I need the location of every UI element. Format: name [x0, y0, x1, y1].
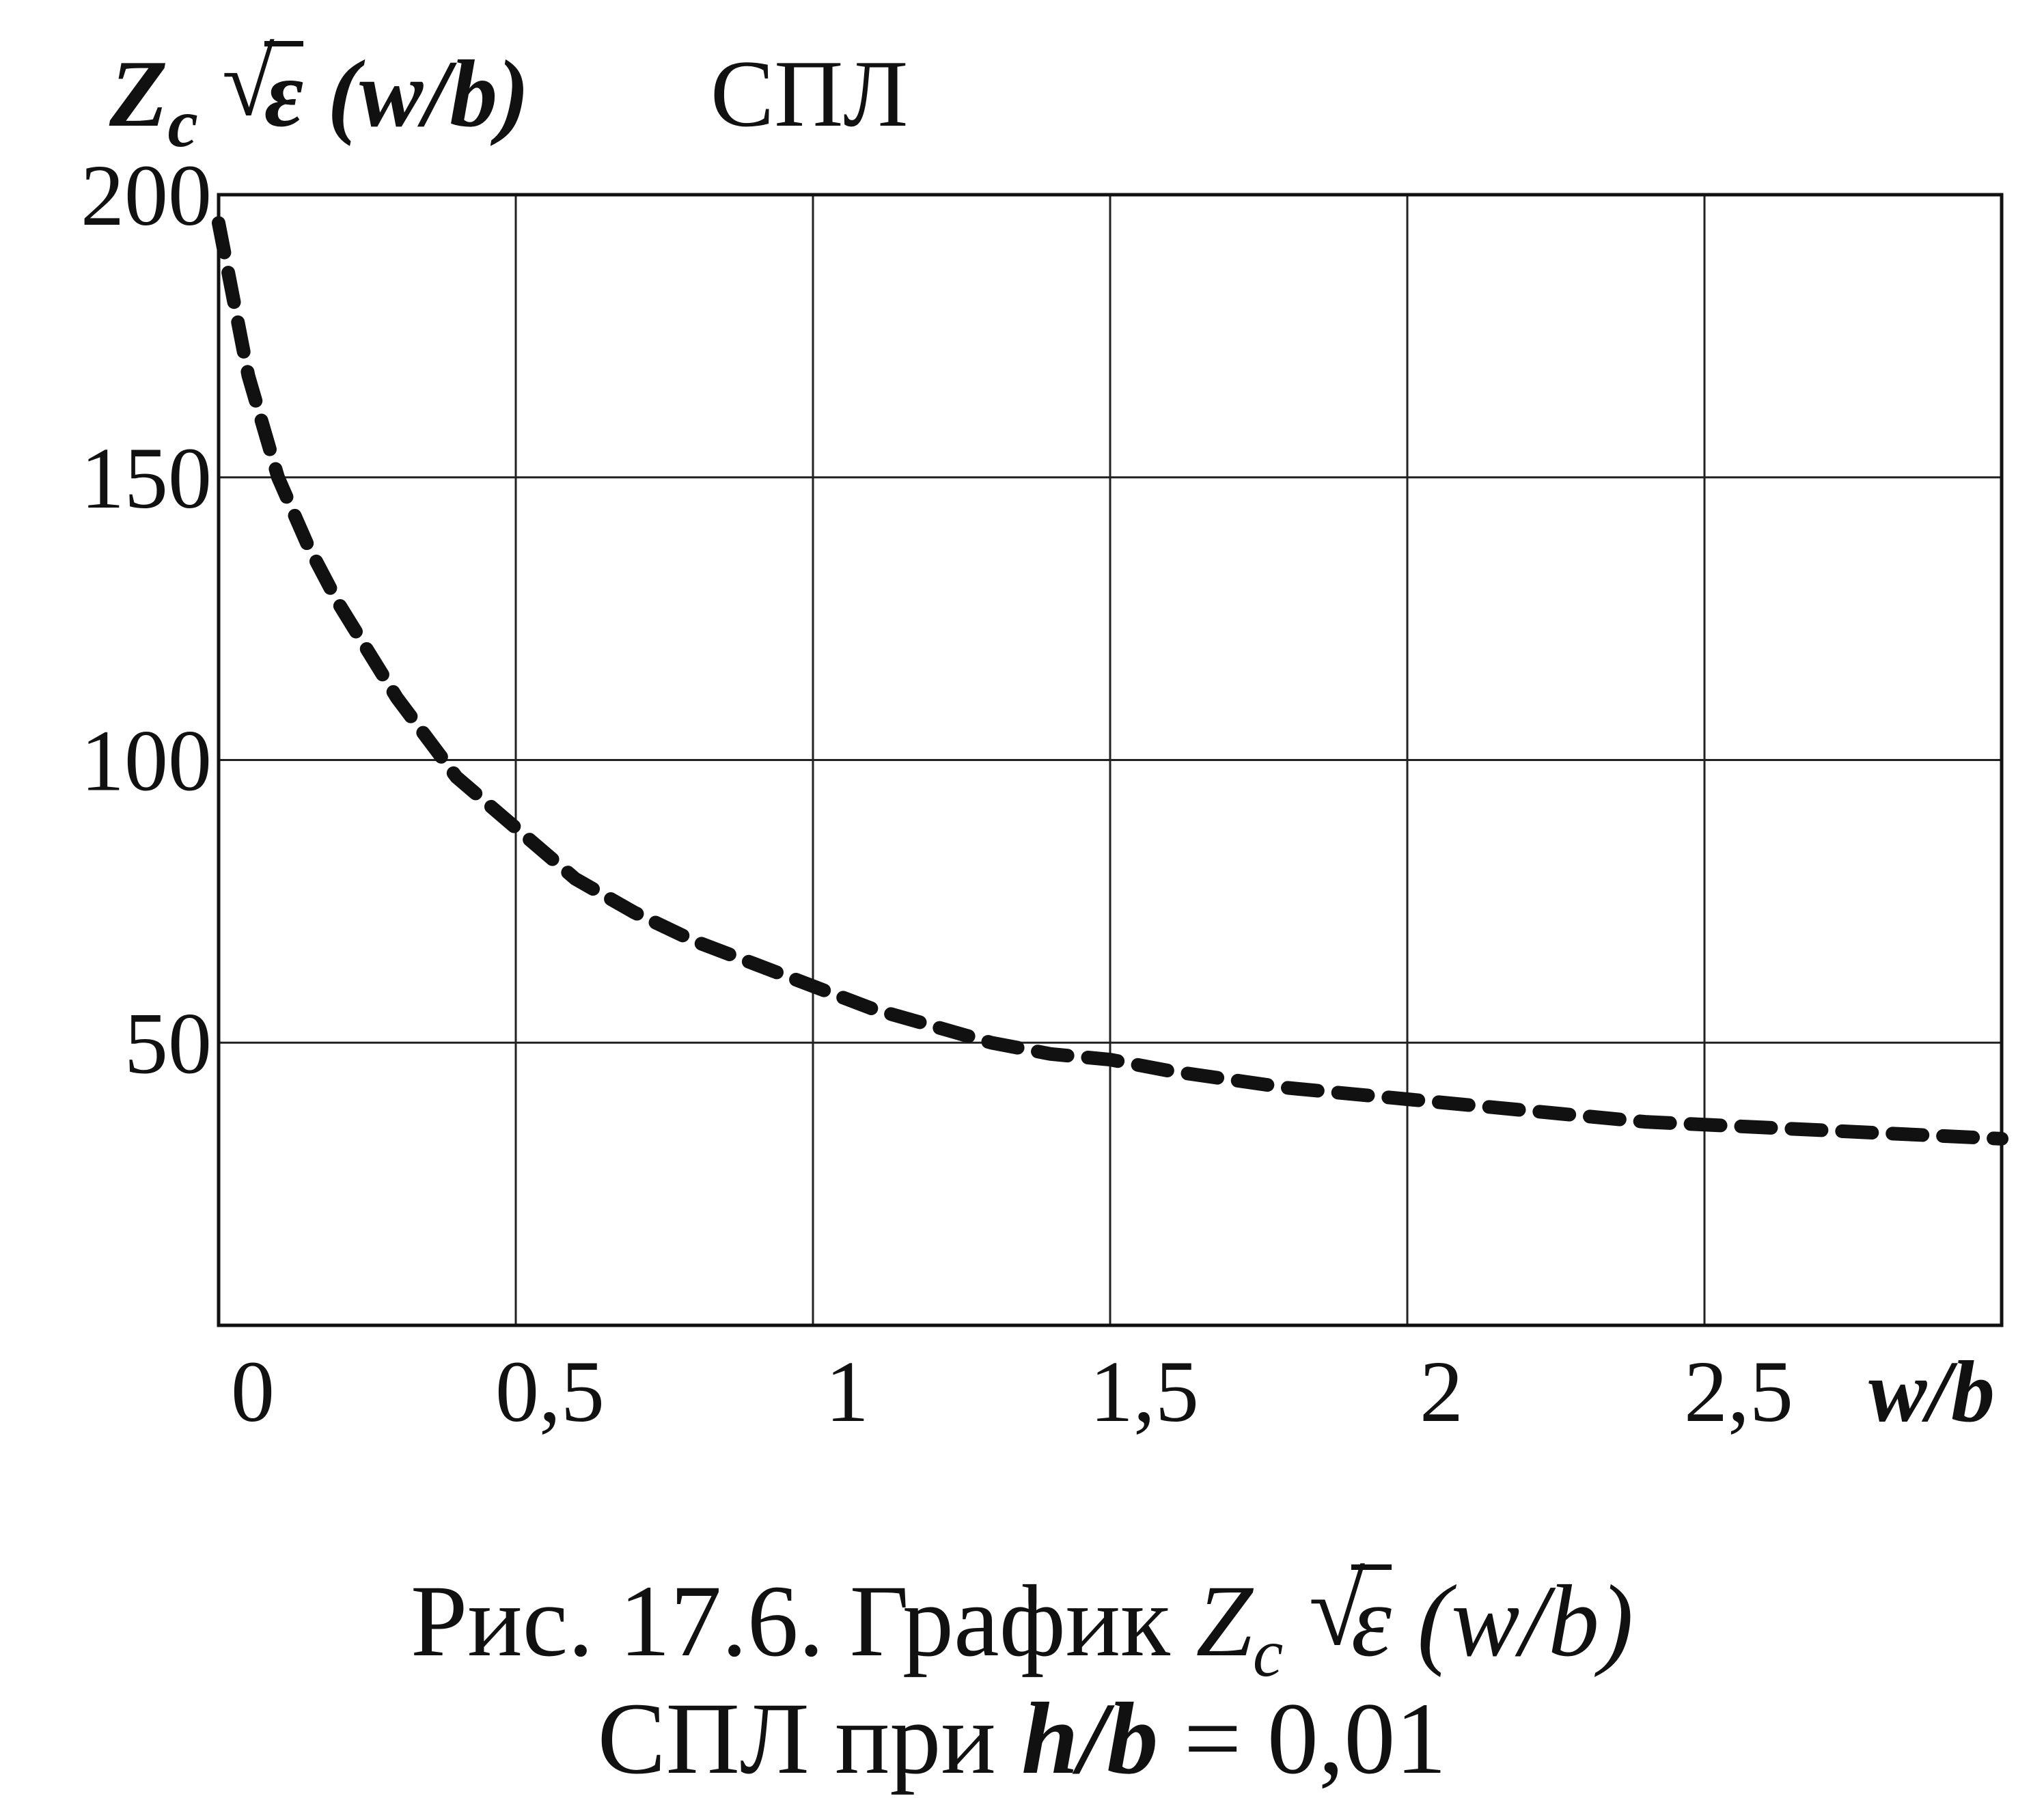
y-tick-labels: 50 100 150 200	[81, 147, 212, 1092]
caption2-hb: h/b	[1021, 1682, 1159, 1795]
y-label-z: Z	[109, 41, 168, 147]
caption-arg: (w/b)	[1391, 1564, 1634, 1678]
y-tick-label: 50	[124, 995, 212, 1092]
series-line	[212, 216, 2008, 1146]
x-tick-label: 2	[1420, 1343, 1463, 1440]
caption-sub: c	[1252, 1615, 1284, 1691]
caption-z: Z	[1196, 1564, 1253, 1678]
plot-border	[217, 193, 2004, 1327]
x-tick-label: 0,5	[495, 1343, 605, 1440]
y-label-arg: (w/b)	[327, 41, 529, 147]
x-tick-label: 1	[825, 1343, 869, 1440]
caption-rad: ε	[1351, 1564, 1392, 1678]
x-tick-label: 1,5	[1090, 1343, 1199, 1440]
x-axis-label: w/b	[1868, 1343, 1995, 1440]
caption-sqrt-icon: √ ε	[1308, 1553, 1392, 1678]
y-tick-label: 200	[81, 147, 212, 244]
y-axis-label: Zc √ ε (w/b) СПЛ	[109, 30, 909, 161]
y-tick-label: 150	[81, 430, 212, 527]
y-label-rad: ε	[264, 41, 304, 147]
y-tick-label: 100	[81, 713, 212, 810]
caption-line-1: Рис. 17.6. График Zc √ ε (w/b)	[0, 1553, 2044, 1687]
x-tick-label: 0	[231, 1343, 275, 1440]
caption-prefix: Рис. 17.6. График	[410, 1564, 1196, 1678]
grid	[219, 195, 2002, 1325]
chart-title: СПЛ	[710, 41, 909, 147]
caption2-prefix: СПЛ при	[597, 1682, 1022, 1795]
y-label-sub: c	[167, 85, 198, 161]
plot-frame	[217, 193, 2004, 1327]
caption2-suffix: = 0,01	[1158, 1682, 1447, 1795]
x-tick-labels: 0 0,5 1 1,5 2 2,5	[231, 1343, 1793, 1440]
series-curve	[212, 216, 2008, 1146]
caption-line-2: СПЛ при h/b = 0,01	[0, 1687, 2044, 1790]
sqrt-icon: √ ε	[221, 30, 304, 147]
x-tick-label: 2,5	[1684, 1343, 1793, 1440]
